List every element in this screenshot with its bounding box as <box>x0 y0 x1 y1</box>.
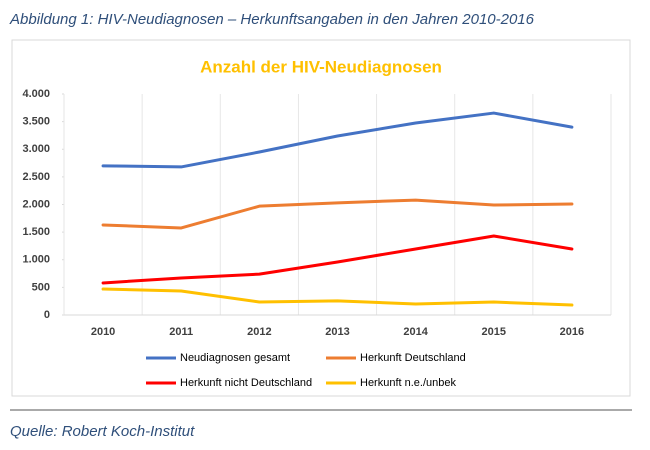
series-line <box>101 198 574 230</box>
legend-label: Neudiagnosen gesamt <box>180 352 290 364</box>
legend-label: Herkunft Deutschland <box>360 352 466 364</box>
x-tick-label: 2011 <box>169 326 193 338</box>
chart-title: Anzahl der HIV-Neudiagnosen <box>200 57 442 76</box>
series-line <box>101 287 574 307</box>
series-line <box>101 111 574 169</box>
x-tick-label: 2015 <box>482 326 506 338</box>
x-tick-label: 2016 <box>560 326 584 338</box>
chart-frame <box>11 39 631 397</box>
series-line <box>101 234 574 285</box>
legend-label: Herkunft nicht Deutschland <box>180 377 312 389</box>
legend-label: Herkunft n.e./unbek <box>360 377 457 389</box>
source: Quelle: Robert Koch-Institut <box>10 423 195 440</box>
y-tick-label: 2.500 <box>22 171 50 183</box>
y-tick-label: 500 <box>32 281 50 293</box>
y-tick-label: 4.000 <box>22 88 50 100</box>
y-tick-label: 1.000 <box>22 254 50 266</box>
x-tick-label: 2014 <box>403 326 428 338</box>
y-tick-label: 3.000 <box>22 143 50 155</box>
x-tick-label: 2013 <box>325 326 349 338</box>
y-tick-label: 0 <box>44 309 50 321</box>
caption: Abbildung 1: HIV-Neudiagnosen – Herkunft… <box>9 11 535 28</box>
x-tick-label: 2012 <box>247 326 271 338</box>
y-tick-label: 3.500 <box>22 116 50 128</box>
y-tick-label: 1.500 <box>22 226 50 238</box>
y-tick-label: 2.000 <box>22 198 50 210</box>
x-tick-label: 2010 <box>91 326 115 338</box>
